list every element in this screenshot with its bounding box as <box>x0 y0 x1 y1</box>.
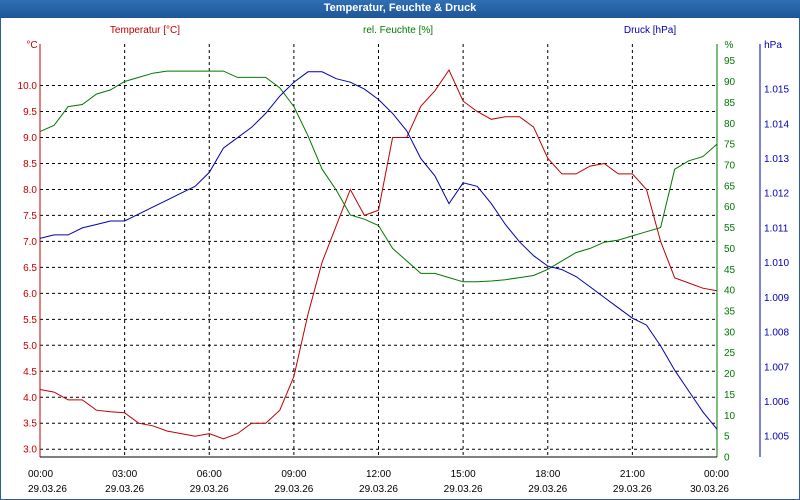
pressure-tick-label: 1.008 <box>764 328 789 339</box>
humidity-tick-label: 95 <box>724 56 736 67</box>
temperature-tick-label: 10.0 <box>18 81 38 92</box>
humidity-tick-label: 45 <box>724 265 736 276</box>
temperature-tick-label: 4.0 <box>23 393 37 404</box>
temperature-tick-label: 8.0 <box>23 185 37 196</box>
temperature-tick-label: 9.5 <box>23 107 37 118</box>
x-tick-date: 29.03.26 <box>359 484 398 495</box>
pressure-line <box>39 71 718 430</box>
pressure-axis-title: Druck [hPa] <box>624 25 676 36</box>
x-tick-time: 12:00 <box>366 469 391 480</box>
x-tick-date: 29.03.26 <box>190 484 229 495</box>
pressure-tick-label: 1.009 <box>764 293 789 304</box>
x-tick-time: 00:00 <box>28 469 53 480</box>
temperature-tick-label: 5.0 <box>23 341 37 352</box>
temperature-tick-label: 6.0 <box>23 289 37 300</box>
pressure-tick-label: 1.013 <box>764 154 789 165</box>
temperature-axis-title: Temperatur [°C] <box>110 25 180 36</box>
humidity-tick-label: 30 <box>724 327 736 338</box>
x-tick-time: 06:00 <box>197 469 222 480</box>
x-tick-time: 00:00 <box>704 469 729 480</box>
humidity-tick-label: 15 <box>724 390 736 401</box>
x-tick-date: 29.03.26 <box>274 484 313 495</box>
x-tick-time: 21:00 <box>620 469 645 480</box>
temperature-tick-label: 6.5 <box>23 263 37 274</box>
humidity-tick-label: 10 <box>724 411 736 422</box>
x-tick-date: 30.03.26 <box>690 484 729 495</box>
temperature-tick-label: 8.5 <box>23 159 37 170</box>
humidity-tick-label: 20 <box>724 369 736 380</box>
humidity-tick-label: 55 <box>724 223 736 234</box>
temperature-tick-label: 4.5 <box>23 367 37 378</box>
window-title: Temperatur, Feuchte & Druck <box>323 2 477 14</box>
humidity-tick-label: 0 <box>724 453 730 464</box>
temperature-line <box>39 68 718 440</box>
temperature-tick-label: 5.5 <box>23 315 37 326</box>
humidity-unit: % <box>725 40 734 51</box>
x-tick-date: 29.03.26 <box>613 484 652 495</box>
pressure-tick-label: 1.014 <box>764 119 789 130</box>
x-tick-date: 29.03.26 <box>444 484 483 495</box>
x-tick-time: 09:00 <box>281 469 306 480</box>
pressure-tick-label: 1.011 <box>764 223 789 234</box>
x-tick-time: 18:00 <box>535 469 560 480</box>
humidity-axis-title: rel. Feuchte [%] <box>363 25 433 36</box>
x-tick-time: 03:00 <box>112 469 137 480</box>
humidity-tick-label: 25 <box>724 348 736 359</box>
humidity-tick-label: 75 <box>724 140 736 151</box>
humidity-tick-label: 35 <box>724 306 736 317</box>
humidity-line <box>39 70 718 283</box>
humidity-tick-label: 40 <box>724 286 736 297</box>
humidity-tick-label: 90 <box>724 77 736 88</box>
temperature-tick-label: 3.5 <box>23 419 37 430</box>
pressure-tick-label: 1.015 <box>764 85 789 96</box>
x-tick-date: 29.03.26 <box>28 484 67 495</box>
humidity-tick-label: 70 <box>724 160 736 171</box>
x-tick-date: 29.03.26 <box>105 484 144 495</box>
title-bar: Temperatur, Feuchte & Druck <box>0 0 800 18</box>
humidity-tick-label: 85 <box>724 98 736 109</box>
pressure-unit: hPa <box>764 40 782 51</box>
humidity-tick-label: 5 <box>724 432 730 443</box>
humidity-tick-label: 65 <box>724 181 736 192</box>
pressure-tick-label: 1.006 <box>764 397 789 408</box>
x-tick-time: 15:00 <box>451 469 476 480</box>
humidity-tick-label: 50 <box>724 244 736 255</box>
humidity-tick-label: 60 <box>724 202 736 213</box>
temperature-tick-label: 7.5 <box>23 211 37 222</box>
pressure-tick-label: 1.012 <box>764 189 789 200</box>
temperature-tick-label: 9.0 <box>23 133 37 144</box>
x-tick-date: 29.03.26 <box>528 484 567 495</box>
pressure-tick-label: 1.005 <box>764 432 789 443</box>
temperature-tick-label: 3.0 <box>23 445 37 456</box>
humidity-tick-label: 80 <box>724 119 736 130</box>
pressure-tick-label: 1.010 <box>764 258 789 269</box>
temperature-unit: °C <box>26 40 37 51</box>
temperature-tick-label: 7.0 <box>23 237 37 248</box>
pressure-tick-label: 1.007 <box>764 362 789 373</box>
